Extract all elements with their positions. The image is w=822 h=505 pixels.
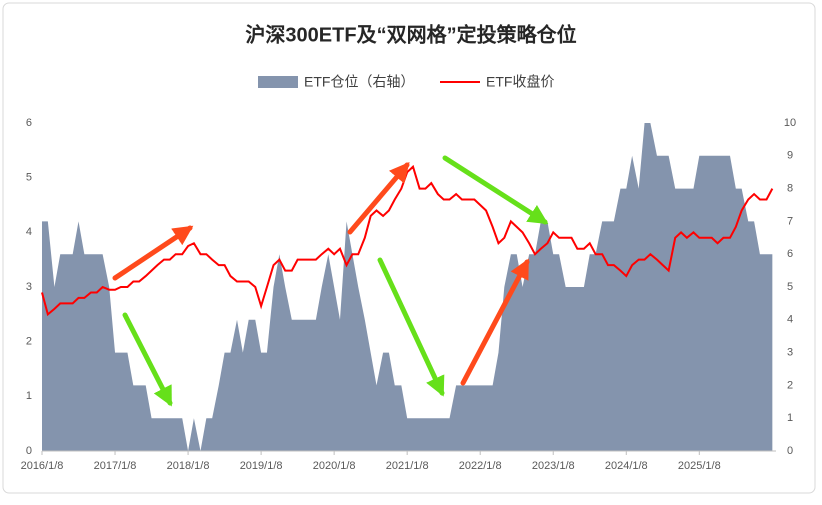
arrow [377, 257, 445, 397]
y-tick-label: 0 [26, 445, 32, 457]
x-tick-label: 2020/1/8 [313, 460, 356, 472]
y2-tick-label: 1 [787, 412, 793, 424]
x-tick-label: 2016/1/8 [21, 460, 64, 472]
legend-label: ETF仓位（右轴） [304, 74, 414, 90]
y2-tick-label: 9 [787, 150, 793, 162]
y2-tick-label: 2 [787, 379, 793, 391]
y-tick-label: 5 [26, 172, 32, 184]
x-tick-label: 2021/1/8 [386, 460, 429, 472]
arrow [442, 155, 549, 225]
x-tick-label: 2019/1/8 [240, 460, 283, 472]
arrow [112, 225, 194, 281]
chart-title: 沪深300ETF及“双网格”定投策略仓位 [245, 22, 576, 46]
y2-tick-label: 5 [787, 281, 793, 293]
legend-swatch [258, 76, 298, 88]
arrow [460, 258, 530, 386]
y2-tick-label: 3 [787, 347, 793, 359]
y2-tick-label: 8 [787, 183, 793, 195]
y-tick-label: 2 [26, 336, 32, 348]
legend-label: ETF收盘价 [486, 74, 554, 90]
arrow [122, 312, 173, 407]
y2-tick-label: 4 [787, 314, 793, 326]
arrow [347, 161, 410, 235]
y-tick-label: 3 [26, 281, 32, 293]
area [42, 123, 773, 451]
y-tick-label: 1 [26, 390, 32, 402]
y2-tick-label: 7 [787, 215, 793, 227]
plot: 0 1 2 3 4 5 6 0 1 2 3 4 5 6 7 8 9 10 2016/1/8 2017/1/8 2018/… [21, 117, 797, 472]
y2-tick-label: 6 [787, 248, 793, 260]
x-tick-label: 2022/1/8 [459, 460, 502, 472]
arrows [112, 155, 549, 407]
x-tick-label: 2024/1/8 [605, 460, 648, 472]
x-tick-label: 2017/1/8 [94, 460, 137, 472]
y-tick-label: 6 [26, 117, 32, 129]
x-tick-label: 2023/1/8 [532, 460, 575, 472]
x-tick-label: 2025/1/8 [678, 460, 721, 472]
x-tick-label: 2018/1/8 [167, 460, 210, 472]
y2-tick-label: 0 [787, 445, 793, 457]
y2-tick-label: 10 [784, 117, 796, 129]
y-tick-label: 4 [26, 226, 32, 238]
